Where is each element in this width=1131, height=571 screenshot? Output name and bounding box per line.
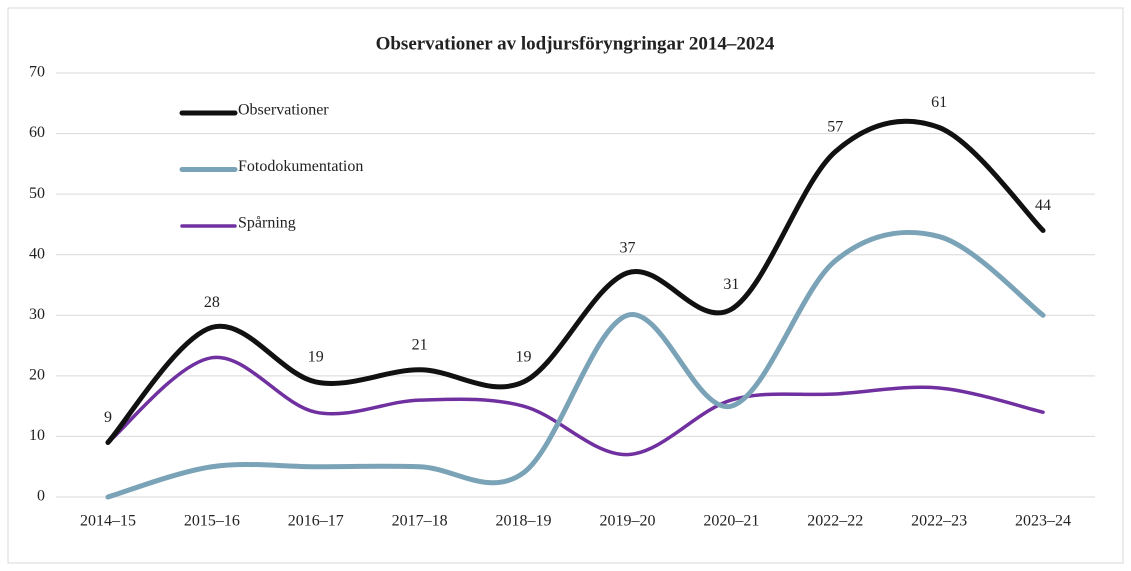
data-label: 19 [308, 349, 324, 366]
data-label: 31 [723, 276, 739, 293]
data-label: 61 [931, 94, 947, 111]
y-tick-label: 70 [29, 64, 45, 81]
data-label: 19 [516, 349, 532, 366]
x-tick-label: 2022–22 [807, 513, 863, 530]
y-tick-label: 10 [29, 427, 45, 444]
data-label: 9 [104, 409, 112, 426]
data-label: 28 [204, 294, 220, 311]
y-tick-label: 20 [29, 367, 45, 384]
x-tick-label: 2022–23 [911, 513, 967, 530]
y-tick-label: 40 [29, 245, 45, 262]
y-tick-label: 50 [29, 185, 45, 202]
data-label: 21 [412, 336, 428, 353]
x-tick-label: 2018–19 [496, 513, 552, 530]
x-tick-label: 2020–21 [703, 513, 759, 530]
legend-label: Observationer [238, 102, 329, 119]
x-tick-label: 2016–17 [288, 513, 344, 530]
data-label: 37 [619, 240, 635, 257]
chart-title: Observationer av lodjursföryngringar 201… [376, 33, 775, 54]
x-tick-label: 2017–18 [392, 513, 448, 530]
x-tick-label: 2015–16 [184, 513, 240, 530]
legend-label: Spårning [238, 215, 296, 232]
x-tick-label: 2023–24 [1015, 513, 1071, 530]
y-tick-label: 0 [37, 488, 45, 505]
line-series [105, 118, 1046, 445]
chart-frame [7, 7, 1124, 564]
data-label: 44 [1035, 197, 1051, 214]
y-tick-label: 30 [29, 306, 45, 323]
y-tick-label: 60 [29, 124, 45, 141]
legend-label: Fotodokumentation [238, 158, 363, 175]
line-series [106, 355, 1045, 457]
x-tick-label: 2019–20 [599, 513, 655, 530]
x-tick-label: 2014–15 [80, 513, 136, 530]
line-series [105, 229, 1046, 500]
data-label: 57 [827, 118, 843, 135]
